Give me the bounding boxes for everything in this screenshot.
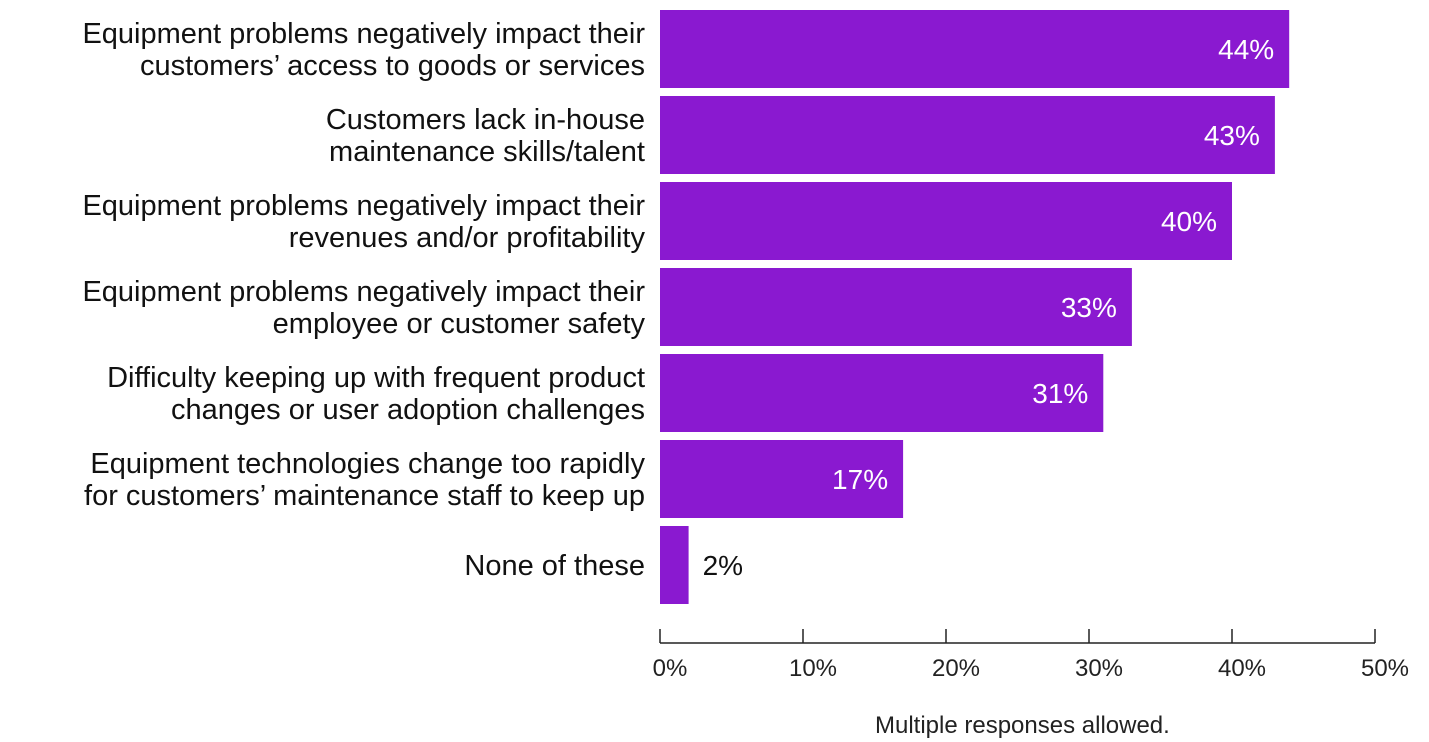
value-labels: 44% 43% 40% 33% 31% 17% 2% [703, 34, 1275, 581]
bar [660, 526, 689, 604]
value-label: 43% [1204, 120, 1260, 151]
category-label: None of these [464, 550, 645, 582]
value-label: 2% [703, 550, 743, 581]
bar [660, 268, 1132, 346]
value-label: 31% [1032, 378, 1088, 409]
value-label: 40% [1161, 206, 1217, 237]
bar [660, 96, 1275, 174]
value-label: 33% [1061, 292, 1117, 323]
value-label: 17% [832, 464, 888, 495]
category-label: Equipment problems negatively impact the… [82, 190, 645, 222]
x-tick-label: 50% [1361, 655, 1409, 682]
category-label: Difficulty keeping up with frequent prod… [107, 362, 645, 394]
category-label: customers’ access to goods or services [140, 50, 645, 82]
bar [660, 10, 1290, 88]
x-tick-label: 0% [653, 655, 688, 682]
bar [660, 354, 1104, 432]
category-label: Equipment problems negatively impact the… [82, 276, 645, 308]
x-axis: 0% 10% 20% 30% 40% 50% [653, 629, 1409, 682]
bar [660, 440, 904, 518]
category-labels: Equipment problems negatively impact the… [82, 18, 645, 582]
category-label: Customers lack in-house [326, 104, 645, 136]
category-label: revenues and/or profitability [289, 222, 646, 254]
x-tick-label: 20% [932, 655, 980, 682]
bar [660, 182, 1232, 260]
bars [660, 10, 1290, 604]
x-tick-label: 30% [1075, 655, 1123, 682]
value-label: 44% [1218, 34, 1274, 65]
category-label: Equipment problems negatively impact the… [82, 18, 645, 50]
category-label: for customers’ maintenance staff to keep… [84, 480, 645, 512]
category-label: changes or user adoption challenges [171, 394, 645, 426]
x-tick-label: 40% [1218, 655, 1266, 682]
category-label: maintenance skills/talent [329, 136, 645, 168]
footnote: Multiple responses allowed. [875, 712, 1170, 739]
category-label: employee or customer safety [273, 308, 646, 340]
x-tick-label: 10% [789, 655, 837, 682]
category-label: Equipment technologies change too rapidl… [90, 448, 645, 480]
